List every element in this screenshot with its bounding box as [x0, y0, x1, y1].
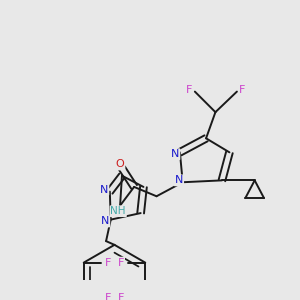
- Text: O: O: [116, 160, 124, 170]
- Text: F: F: [186, 85, 192, 95]
- Text: N: N: [175, 176, 183, 185]
- Text: F: F: [105, 293, 111, 300]
- Text: F: F: [105, 258, 111, 268]
- Text: N: N: [101, 217, 109, 226]
- Text: N: N: [100, 185, 108, 195]
- Text: F: F: [118, 293, 124, 300]
- Text: NH: NH: [110, 206, 126, 216]
- Text: N: N: [171, 149, 179, 159]
- Text: F: F: [239, 85, 246, 95]
- Text: F: F: [118, 258, 124, 268]
